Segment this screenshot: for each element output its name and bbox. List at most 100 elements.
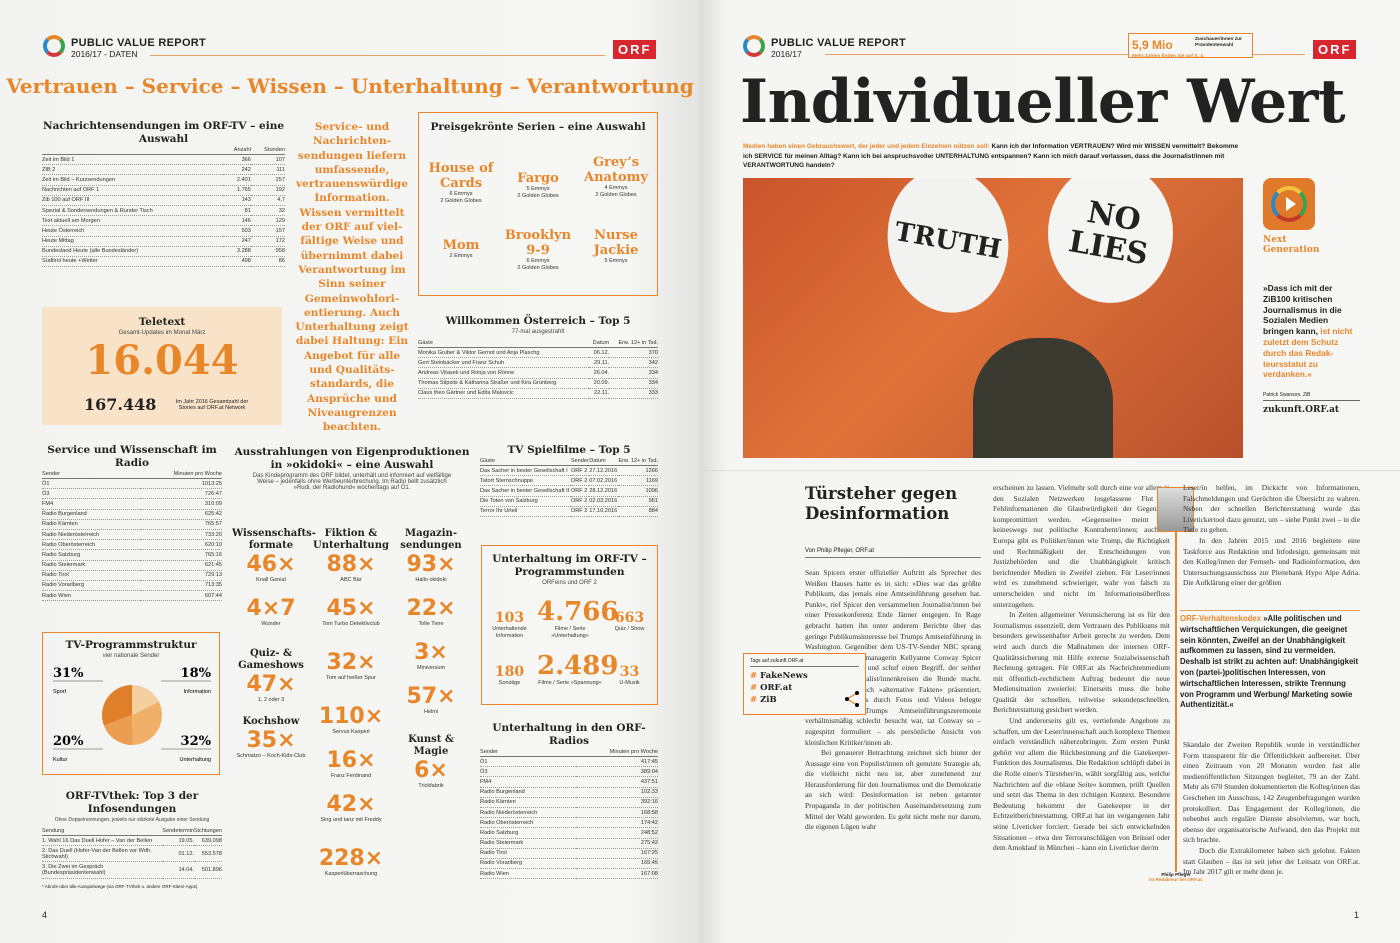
pie-chart: 31% Sport 18% Information 32% Unterhaltung 20%…	[53, 666, 212, 763]
table-cell: Radio Burgenland	[480, 787, 577, 798]
tags-box: Tags auf zukunft.ORF.at # FakeNews # ORF.…	[743, 653, 866, 715]
column-header: Stunden	[250, 146, 285, 155]
table-row: Text aktuell am Morgen 146 129	[42, 215, 285, 227]
table-cell: 167:08	[576, 868, 658, 880]
table-row: Das Sacher in bester Gesellschaft I ORF 2…	[480, 465, 658, 477]
table-cell: 884	[617, 506, 658, 517]
column-header: Gäste	[480, 457, 571, 466]
header-divider	[825, 54, 1305, 55]
table-cell: 621:45	[139, 560, 222, 571]
table-cell: 501.896	[194, 861, 222, 879]
table-cell: Monika Gruber & Viktor Gernot und Anja P…	[418, 347, 589, 359]
article-column-3-top: Leser/in helfen, im Dickicht von Informa…	[1183, 483, 1360, 589]
news-table: Anzahl Stunden Zeit im Bild 1 366 107 ZIB 2 24…	[42, 146, 285, 268]
share-icon[interactable]	[843, 690, 861, 708]
table-cell: ZIB 2	[42, 164, 223, 176]
table-cell: Nachrichten auf ORF 1	[42, 185, 223, 196]
chart-title: TV-Programmstruktur	[65, 639, 197, 651]
radio-service-table: Sender Minuten pro Woche Ö1 1013:25 Ö3 726:47…	[42, 470, 222, 602]
table-row: Radio Steiermark 621:45	[42, 560, 222, 571]
okidoki-item: Fiktion & Unterhaltung 88× ABC Bär	[313, 528, 389, 583]
table-cell: Radio Wien	[480, 868, 577, 880]
table-row: Radio Wien 167:08	[480, 868, 658, 880]
program-hours-item: 180 Sonstige	[494, 664, 525, 686]
okidoki-item: 4×7 Wunder	[246, 596, 296, 627]
program-hours-item: 33 U-Musik	[619, 664, 640, 686]
table-cell: 275:42	[576, 838, 658, 849]
table-cell: 333	[609, 388, 658, 399]
okidoki-item: 42× Sing und tanz mit Freddy	[320, 792, 382, 823]
table-row: Zeit im Bild – Kurzsendungen 2.401 257	[42, 174, 285, 186]
program-hours-item: 663 Quiz / Show	[614, 610, 645, 632]
table-cell: Radio Steiermark	[42, 560, 140, 571]
table-cell: 157	[250, 225, 285, 237]
okidoki-item: 3× Miniversum	[414, 640, 448, 671]
article-column-1: Sean Spicers erster offizieller Auftritt…	[805, 568, 981, 833]
program-hours-item: 103 Unterhaltende Information	[492, 610, 527, 639]
column-header: Sendetermin	[162, 827, 194, 836]
table-cell: 1169	[617, 475, 658, 487]
column-header: Datum	[589, 457, 618, 466]
tag-link[interactable]: # ORF.at	[750, 683, 793, 693]
table-row: Radio Wien 607:44	[42, 590, 222, 602]
next-generation-label: Next Generation	[1263, 235, 1320, 255]
okidoki-item: 32× Tom auf heißer Spur	[326, 650, 376, 681]
spielfilme-table: Gäste Sender Datum Erw. 12+ in Tsd. Das Sach…	[480, 457, 658, 517]
table-cell: ORF 2	[570, 475, 590, 487]
report-subtitle: 2016/17 - DATEN	[71, 49, 138, 59]
column-header: Gäste	[418, 339, 589, 348]
unterhaltung-tv-title: Unterhaltung im ORF-TV – Programmstunden	[492, 553, 647, 578]
table-cell: 726:47	[139, 488, 222, 500]
tvthek-footnote: * Abrufe über alle Ausspielwege (via ORF…	[42, 883, 198, 889]
table-cell: 958	[250, 246, 285, 257]
table-cell: 192	[250, 185, 285, 196]
award-series-item: Brooklyn 9-9 6 Emmys 2 Golden Globes	[504, 228, 572, 271]
table-cell: ORF 2	[570, 465, 590, 477]
table-cell: 248:52	[576, 827, 658, 839]
table-cell: 961	[617, 496, 658, 507]
teaser-box: 5,9 Mio Zuschauer/innen zur Präsidentenw…	[1128, 33, 1253, 59]
table-cell: 1266	[617, 465, 658, 477]
table-cell: FM4	[480, 776, 577, 788]
table-row: Ö1 1013:25	[42, 478, 222, 490]
table-cell: 4,7	[250, 195, 285, 206]
table-cell: 26.04.	[588, 367, 610, 379]
table-cell: Text aktuell am Morgen	[42, 215, 223, 227]
article-paragraph: Bei genauerer Betrachtung zeichnet sich …	[805, 748, 981, 832]
stories-note: Im Jahr 2016 Gesamtzahl der Stories auf …	[175, 399, 249, 411]
chart-subtitle: vier nationale Sender	[102, 653, 160, 659]
verhaltenskodex-quote: ORF-Verhaltenskodex »Alle politischen un…	[1180, 610, 1360, 711]
teletext-subtitle: Gesamt-Updates im Monat März	[118, 330, 206, 336]
table-row: 3. Die Zwei im Gespräch (Bundespräsident…	[42, 861, 222, 879]
table-cell: 27.12.2016	[589, 465, 618, 477]
tag-link[interactable]: # ZiB	[750, 695, 777, 705]
table-cell: Heute Österreich	[42, 225, 223, 237]
okidoki-item: Kochshow 35× Schmatzo – Koch-Kids-Club	[236, 716, 306, 759]
hash-icon: #	[750, 683, 758, 693]
table-cell: Thomas Stipsits & Katharina Straßer und …	[418, 378, 589, 389]
table-row: Radio Vorarlberg 713:35	[42, 580, 222, 592]
table-cell: Südtirol heute +Wetter	[42, 256, 223, 268]
table-cell: 06.12.	[588, 347, 610, 359]
radio-unterhaltung-title: Unterhaltung in den ORF-Radios	[492, 722, 646, 747]
table-cell: Radio Vorarlberg	[480, 858, 577, 870]
tag-link[interactable]: # FakeNews	[750, 671, 808, 681]
okidoki-item: 16× Franz Ferdinand	[326, 748, 376, 779]
table-cell: Ö3	[480, 766, 577, 778]
table-cell: 1096	[617, 485, 658, 497]
table-cell: 639.098	[194, 835, 222, 847]
table-cell: 86	[250, 256, 285, 268]
table-cell: Radio Kärnten	[480, 797, 577, 808]
table-row: Radio Tirol 729:13	[42, 570, 222, 581]
willkommen-section: Willkommen Österreich – Top 5 77-mal aus…	[418, 315, 658, 399]
table-cell: 334	[609, 367, 658, 379]
report-logo-icon	[743, 35, 765, 57]
table-row: Radio Kärnten 392:16	[480, 797, 658, 808]
article-paragraph: In Zeiten allgemeiner Verunsicherung ist…	[993, 610, 1170, 715]
zukunft-link[interactable]: zukunft.ORF.at	[1263, 405, 1340, 416]
table-cell: 713:35	[139, 580, 222, 592]
article-paragraph: In den Jahren 2015 und 2016 begleitete e…	[1183, 535, 1360, 588]
table-cell: 22.11.	[588, 388, 610, 399]
pie-slice-unterhaltung	[132, 701, 162, 745]
table-row: Südtirol heute +Wetter 498 86	[42, 256, 285, 268]
